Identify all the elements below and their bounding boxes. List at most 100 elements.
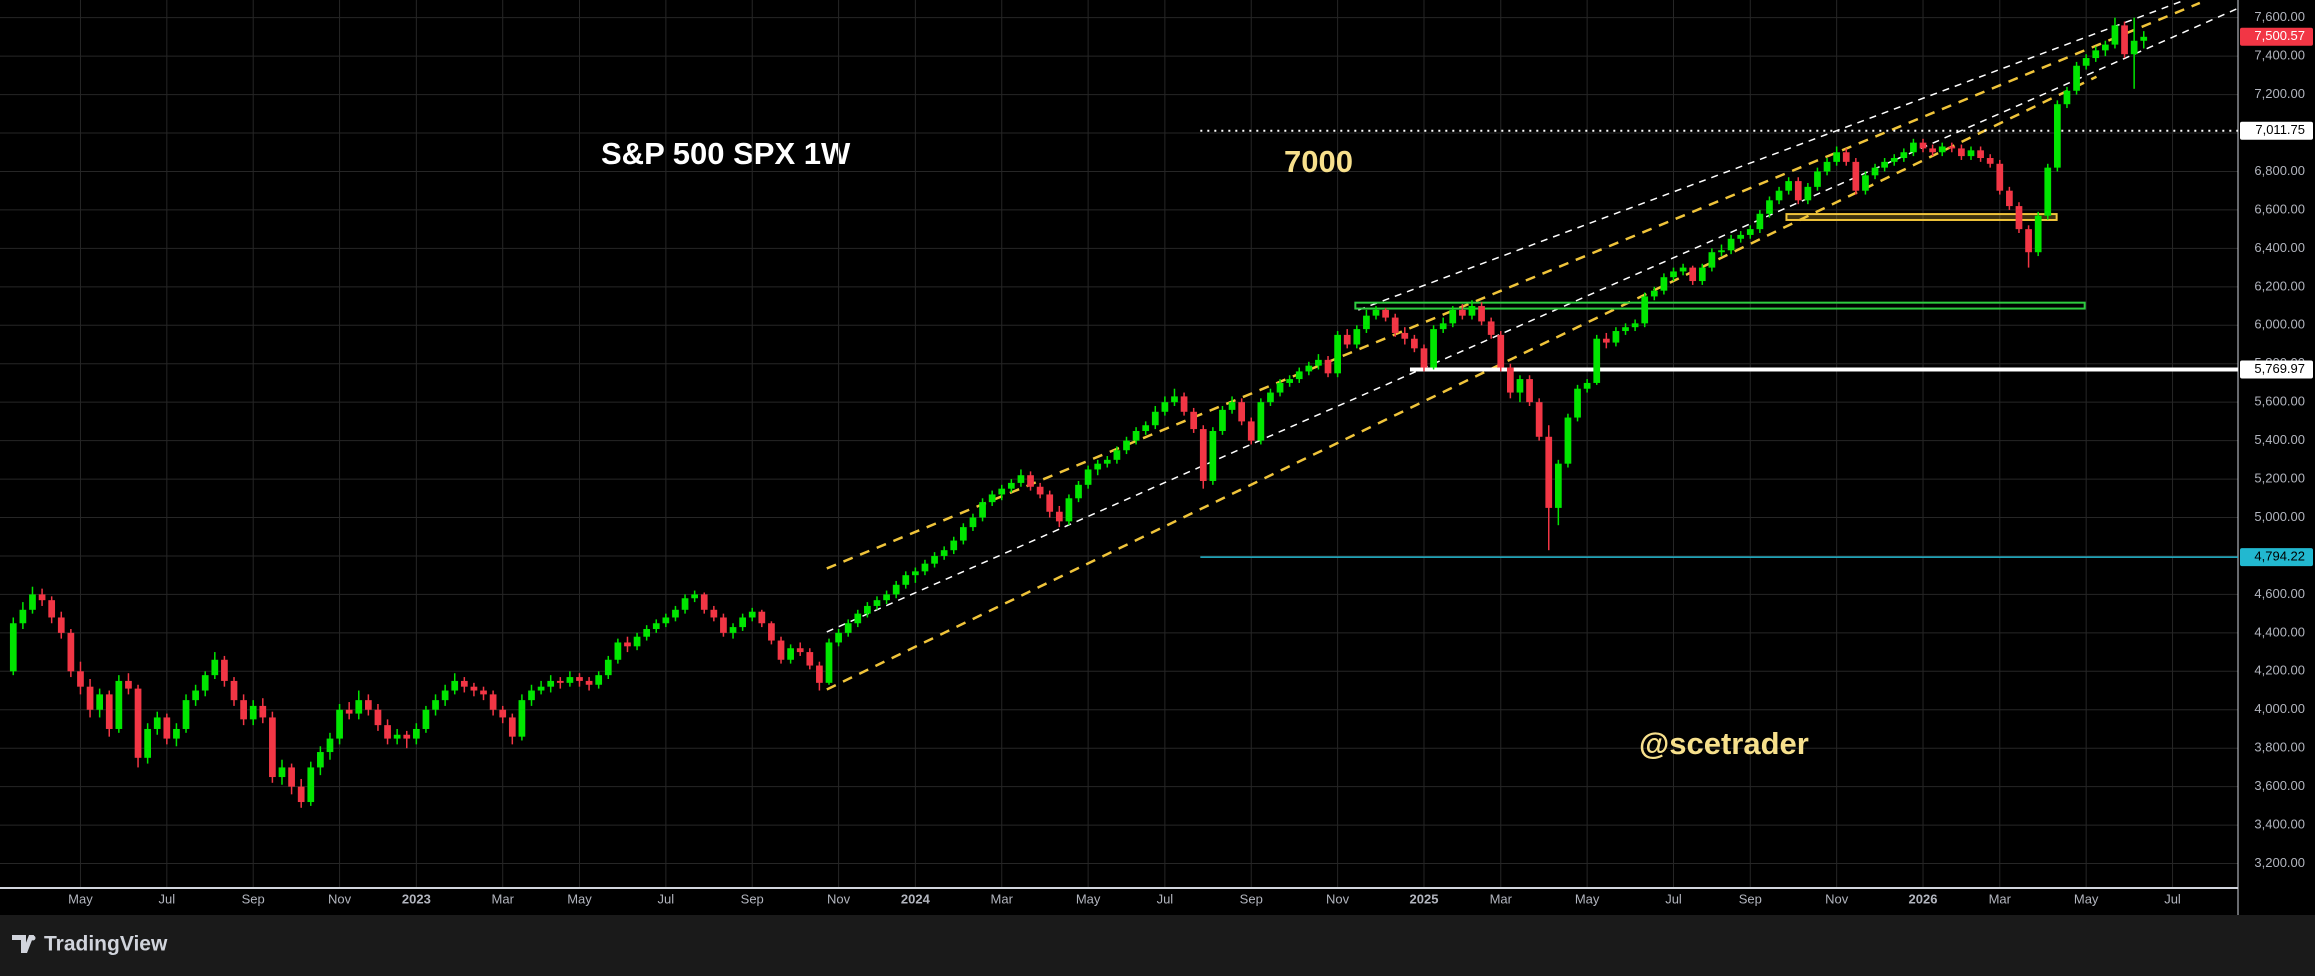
candle-body [355,700,363,714]
candle-body [1372,309,1380,316]
candle-body [883,594,890,601]
x-tick-label: May [1076,891,1101,906]
candle-body [1257,402,1265,441]
candle-body [345,709,353,714]
candle-body [1948,146,1956,149]
candle-body [1487,321,1495,335]
y-tick-label: 7,200.00 [2254,86,2305,101]
y-tick-label: 6,800.00 [2254,163,2305,178]
candle-body [959,527,967,541]
y-tick-label: 5,600.00 [2254,394,2305,409]
candle-body [1871,167,1879,176]
x-tick-label: Nov [827,891,851,906]
x-tick-label: Jul [159,891,176,906]
candle-body [825,642,833,683]
candle-body [1401,332,1409,339]
candle-body [547,680,555,687]
candle-body [2111,25,2119,45]
candle-body [460,680,468,687]
chart-title: S&P 500 SPX 1W [601,136,851,171]
candle-body [1315,359,1322,366]
candle-body [748,611,756,618]
candle-body [269,717,276,778]
candle-body [1180,396,1188,412]
candle-body [1017,475,1025,483]
candle-body [365,700,372,710]
price-label-box [2240,121,2313,140]
candle-body [480,690,487,695]
candle-body [67,632,75,672]
candle-body [950,540,958,551]
price-label: 4,794.22 [2254,549,2305,564]
candle-body [1391,317,1399,333]
candle-body [1171,396,1178,403]
candle-body [1276,382,1284,393]
x-tick-label: May [1575,891,1600,906]
candle-body [48,600,56,618]
candle-body [566,677,574,683]
candle-body [1852,161,1860,191]
candle-body [1228,402,1236,410]
candle-body [2054,104,2061,168]
candle-body [2101,44,2109,51]
candle-body [1737,234,1745,239]
candle-body [1305,365,1313,372]
candle-body [144,728,151,758]
candle-body [528,690,535,701]
candle-body [489,694,497,710]
candle-body [403,734,411,739]
candle-body [29,594,36,610]
candle-body [1775,190,1783,201]
candle-body [1938,146,1946,153]
candle-body [1190,411,1198,430]
candle-body [1123,440,1130,451]
candle-body [508,717,516,737]
candle-body [77,671,84,687]
y-tick-label: 5,200.00 [2254,471,2305,486]
candle-body [1132,431,1140,441]
candle-body [1862,175,1869,191]
candle-body [278,767,286,778]
candle-body [1900,152,1908,159]
candle-body [1650,290,1658,297]
candle-body [1324,359,1332,374]
price-label-box [2240,27,2313,46]
candle-body [240,700,247,720]
candle-body [1286,379,1293,383]
candle-body [739,617,746,628]
candle-body [1554,463,1562,508]
candle-body [777,640,785,660]
candle-body [1535,402,1543,437]
y-tick-label: 6,600.00 [2254,201,2305,216]
candle-body [1660,277,1668,291]
candle-body [1718,250,1725,253]
candle-body [1219,409,1226,432]
candle-body [998,488,1006,495]
candle-body [125,680,132,689]
candle-body [1583,382,1591,389]
grid [0,0,2238,887]
candle-body [720,617,727,633]
candle-body [297,786,305,803]
candle-body [537,686,545,691]
candle-body [163,717,171,739]
y-tick-label: 6,000.00 [2254,317,2305,332]
candle-body [1497,334,1505,368]
price-label-box [2240,360,2313,379]
candle-body [576,677,583,681]
candle-body [2015,206,2023,230]
candle-body [336,709,343,739]
x-tick-label: Nov [328,891,352,906]
candle-body [317,752,324,768]
candle-body [1977,150,1984,159]
x-tick-label: May [2074,891,2099,906]
candle-body [153,717,161,729]
x-tick-label: Jul [1157,891,1174,906]
candle-body [1343,334,1351,345]
candle-body [614,642,622,660]
annotation: 7000 [1284,144,1353,179]
candle-body [2092,50,2100,59]
